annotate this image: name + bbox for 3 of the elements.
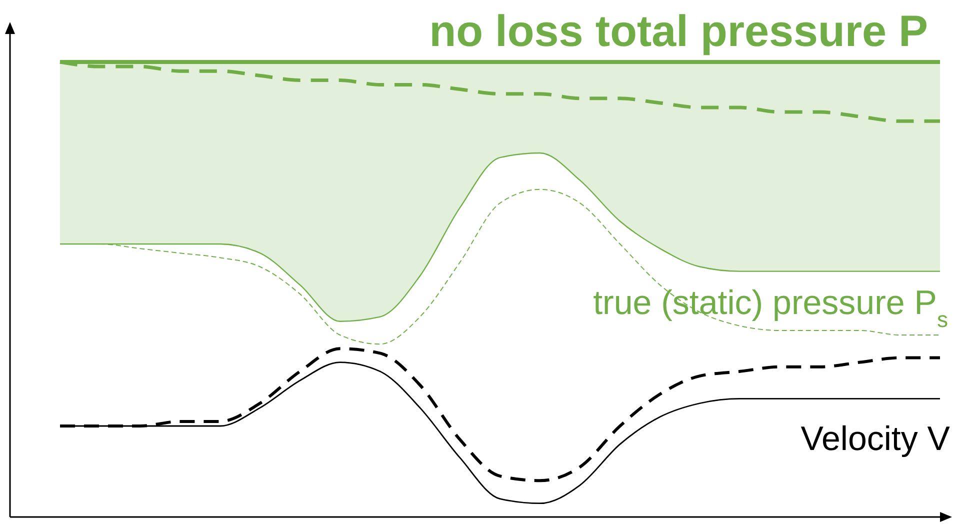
series-label: true (static) pressure P$_{s}$ <box>593 284 948 332</box>
series-label: no loss total pressure P <box>429 7 928 56</box>
series-label: Velocity V <box>800 420 950 458</box>
